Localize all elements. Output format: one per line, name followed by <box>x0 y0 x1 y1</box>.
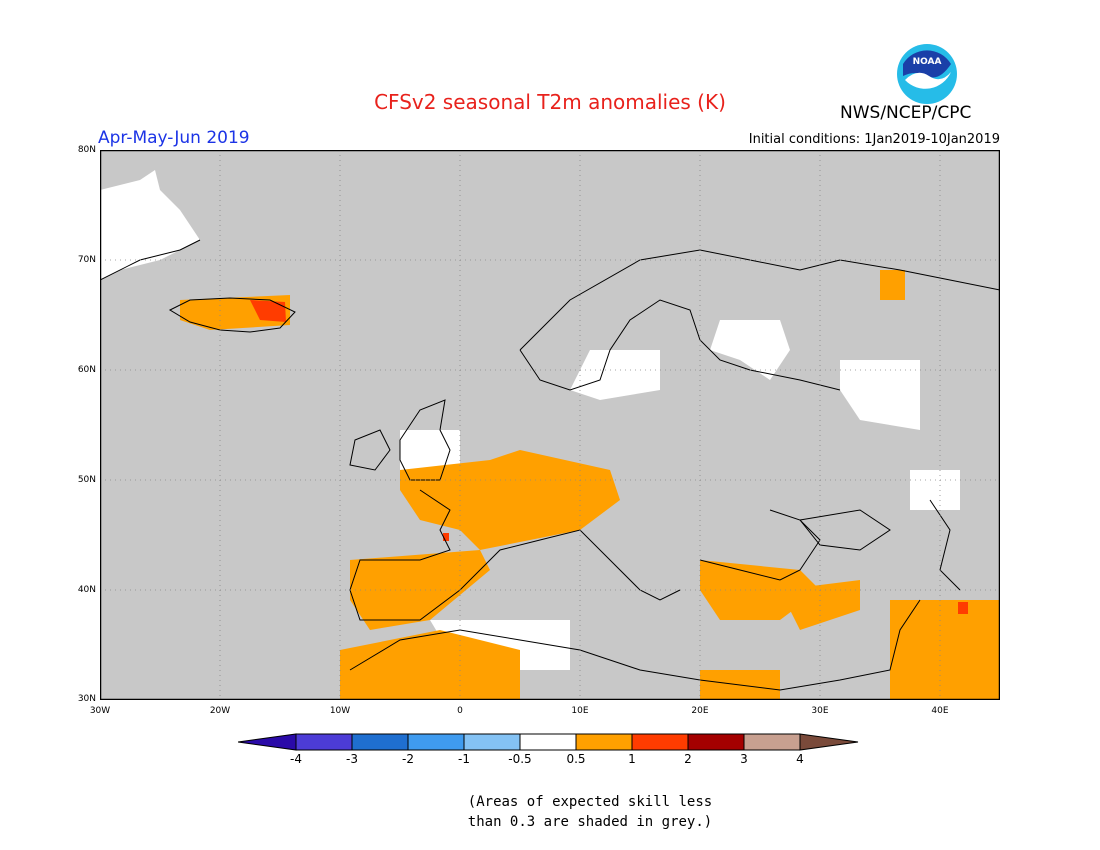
color-bar-label: -0.5 <box>508 752 532 766</box>
color-bar-label: 1 <box>628 752 636 766</box>
color-bar <box>238 733 859 751</box>
black-sea-outline <box>799 509 891 551</box>
iceland-coast <box>168 297 296 333</box>
color-bar-label: -1 <box>458 752 470 766</box>
color-bar-segments <box>238 733 859 751</box>
logo-gull <box>905 72 951 89</box>
map-frame <box>100 150 1000 700</box>
noaa-logo: NOAA <box>897 44 957 104</box>
greenland-coast <box>100 239 201 281</box>
map-gridlines <box>100 150 1000 700</box>
volga-neutral-area <box>910 470 960 510</box>
color-bar-label: 2 <box>684 752 692 766</box>
finland-neutral-area <box>710 320 790 380</box>
middle-east-warm-area <box>890 600 1000 700</box>
color-bar-box <box>575 733 633 751</box>
sweden-neutral-area <box>570 350 660 400</box>
ireland-coast <box>349 429 391 471</box>
map-title: CFSv2 seasonal T2m anomalies (K) <box>374 90 726 114</box>
lon-label-20w: 20W <box>209 706 231 716</box>
color-bar-arrow-low <box>238 733 297 751</box>
map-background <box>100 150 1000 700</box>
logo-sky <box>903 50 951 78</box>
kola-warm-area <box>880 270 905 300</box>
iraq-strong-warm-area <box>958 602 968 614</box>
color-bar-box <box>743 733 801 751</box>
color-bar-box <box>631 733 689 751</box>
anomaly-map <box>100 150 1000 700</box>
africa-north-coast <box>349 599 921 691</box>
lon-label-10e: 10E <box>571 706 589 716</box>
color-bar-label: -2 <box>402 752 414 766</box>
color-bar-label: 0.5 <box>566 752 586 766</box>
color-bar-box <box>519 733 577 751</box>
lon-label-40e: 40E <box>931 706 949 716</box>
color-bar-box <box>407 733 465 751</box>
color-bar-label: 4 <box>796 752 804 766</box>
uk-neutral-area <box>400 430 460 470</box>
greenland-neutral-area <box>100 170 200 280</box>
color-bar-box <box>295 733 353 751</box>
britain-coast <box>399 399 451 481</box>
strong-warm-anomaly-areas <box>250 300 968 614</box>
scandinavia-north-coast <box>519 249 1000 351</box>
lon-label-30e: 30E <box>811 706 829 716</box>
lon-label-10w: 10W <box>329 706 351 716</box>
color-bar-arrow-high <box>799 733 859 751</box>
lat-label-30n: 30N <box>77 694 96 704</box>
morocco-warm-area <box>340 630 520 700</box>
lon-label-0: 0 <box>457 706 463 716</box>
color-bar-box <box>351 733 409 751</box>
logo-text: NOAA <box>913 57 942 67</box>
skill-note-line-1: (Areas of expected skill less <box>467 794 713 810</box>
lon-label-20e: 20E <box>691 706 709 716</box>
france-warm-area <box>400 450 620 550</box>
color-bar-label: -4 <box>290 752 302 766</box>
lat-label-40n: 40N <box>77 585 96 595</box>
skill-note-line-2: than 0.3 are shaded in grey.) <box>467 814 713 830</box>
period-label: Apr-May-Jun 2019 <box>98 128 250 148</box>
color-bar-box <box>687 733 745 751</box>
coastlines <box>100 239 1000 691</box>
color-bar-box <box>463 733 521 751</box>
lat-label-60n: 60N <box>77 365 96 375</box>
lat-label-80n: 80N <box>77 145 96 155</box>
initial-conditions-label: Initial conditions: 1Jan2019-10Jan2019 <box>748 132 1000 147</box>
russia-neutral-area <box>840 360 920 430</box>
lat-label-70n: 70N <box>77 255 96 265</box>
biscay-strong-warm-area <box>443 533 449 541</box>
mediterranean-north-coast <box>349 489 681 621</box>
iceland-strong-warm-area <box>250 300 286 322</box>
agency-label: NWS/NCEP/CPC <box>840 103 972 123</box>
color-bar-label: -3 <box>346 752 358 766</box>
lat-label-50n: 50N <box>77 475 96 485</box>
skill-note: (Areas of expected skill less than 0.3 a… <box>440 792 740 832</box>
lon-label-30w: 30W <box>89 706 111 716</box>
color-bar-label: 3 <box>740 752 748 766</box>
